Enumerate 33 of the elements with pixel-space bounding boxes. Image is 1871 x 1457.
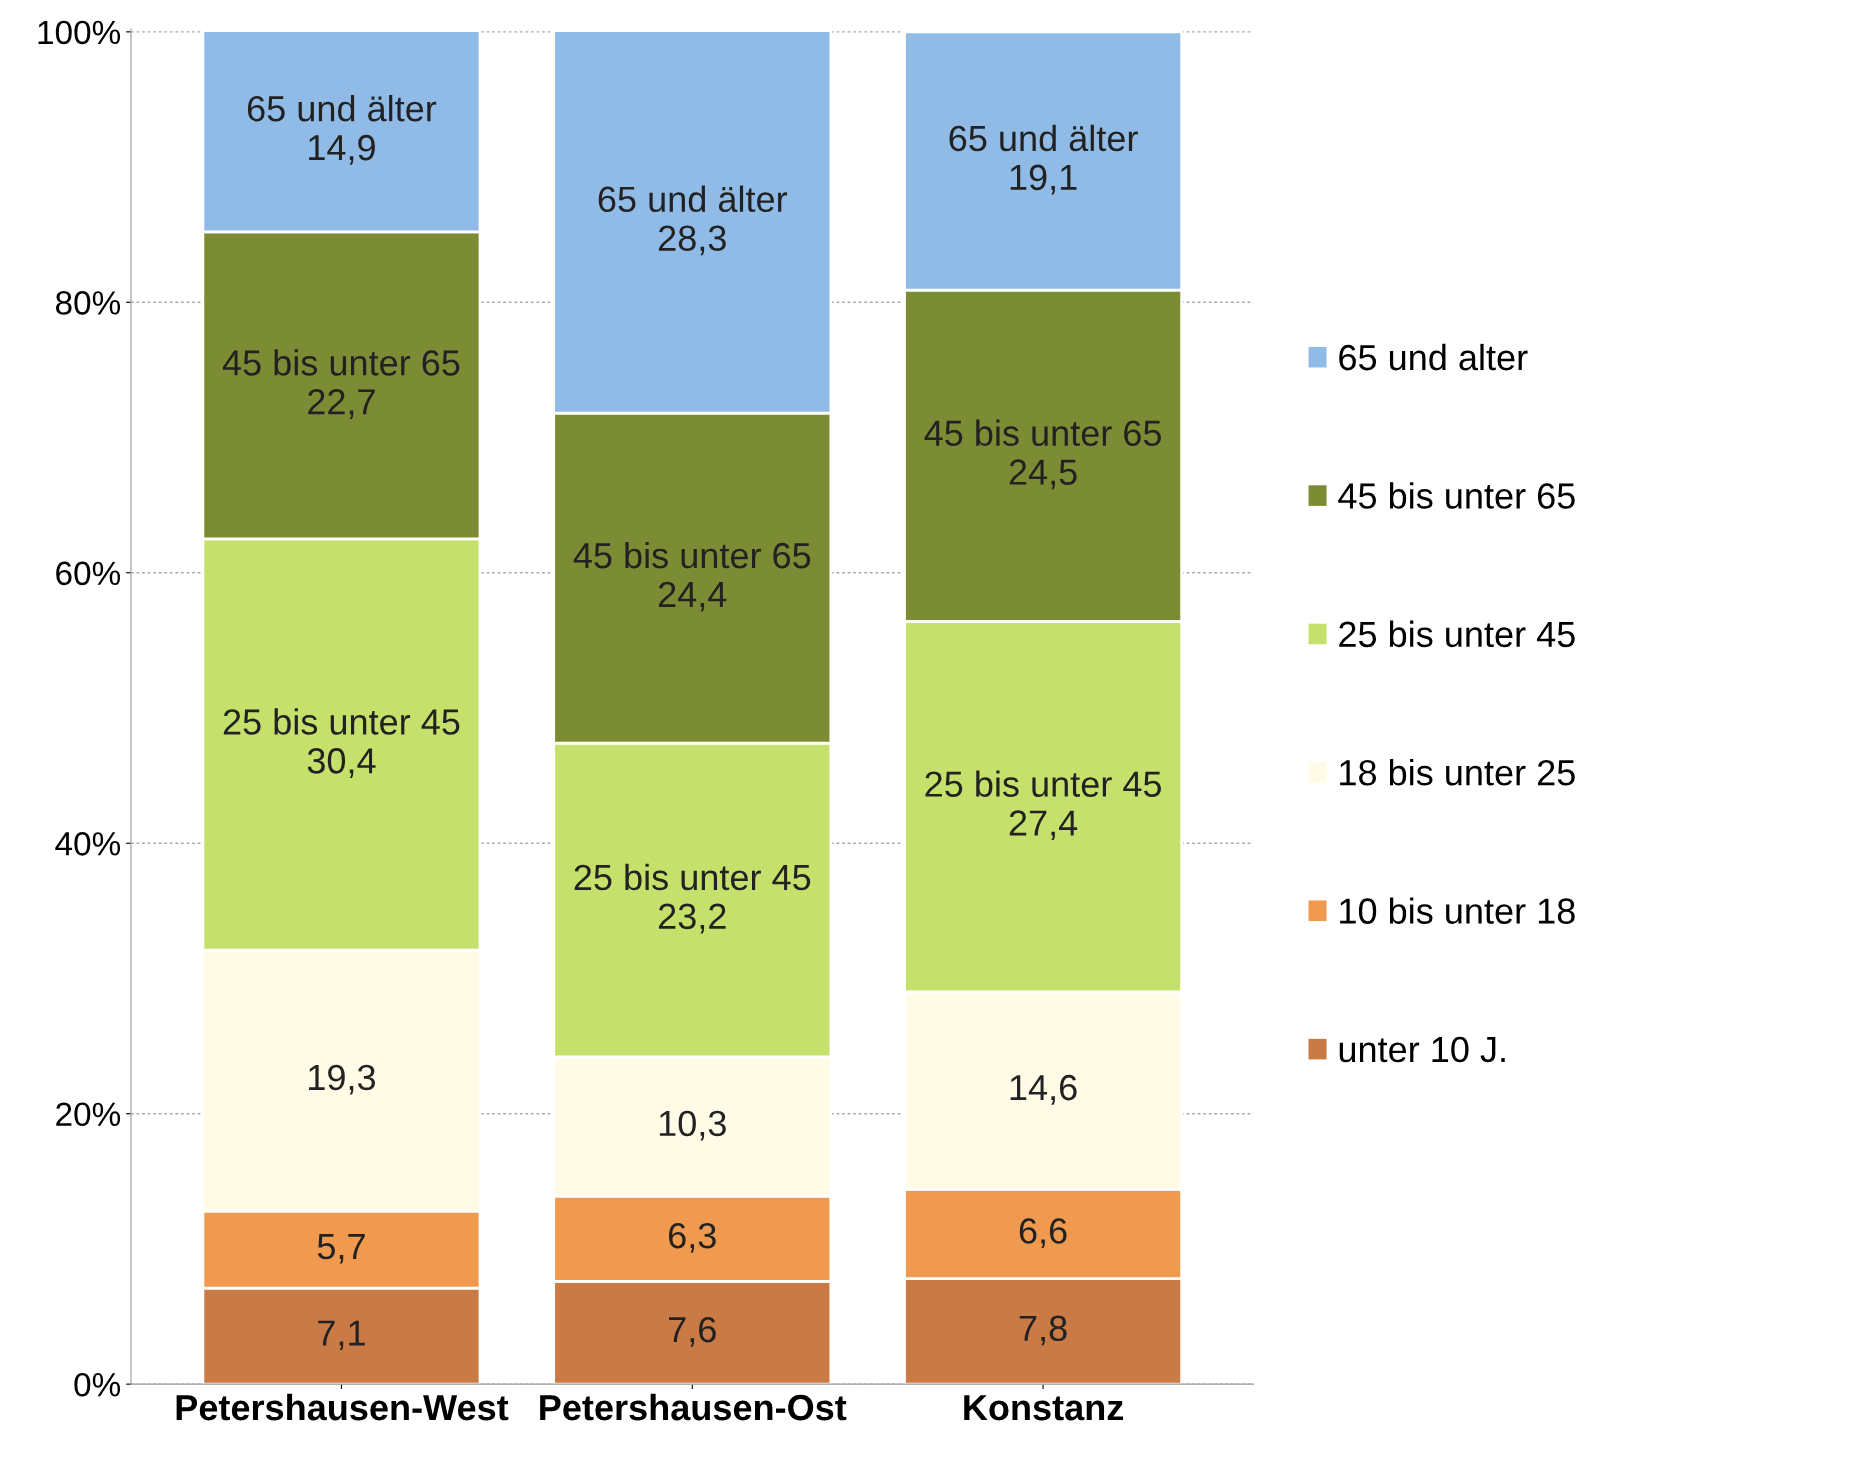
data-label: 10,3 xyxy=(659,1110,726,1141)
data-label: 19,3 xyxy=(309,1064,376,1095)
legend-label: 10 bis unter 18 xyxy=(1340,897,1575,924)
data-label: 45 bis unter 65 24,4 xyxy=(573,541,811,612)
legend-label: 45 bis unter 65 xyxy=(1338,482,1575,509)
data-label: 65 und älter 14,9 xyxy=(247,94,437,165)
data-label: 6,3 xyxy=(669,1222,716,1253)
data-label: 65 und älter 19,1 xyxy=(949,124,1138,195)
data-label: 7,1 xyxy=(318,1320,365,1351)
legend-label: unter 10 J. xyxy=(1339,1036,1505,1063)
data-label: 7,8 xyxy=(1019,1315,1067,1346)
x-tick-label: Konstanz xyxy=(964,1395,1124,1421)
data-label: 5,7 xyxy=(317,1234,365,1264)
y-tick-label: 80% xyxy=(55,291,121,315)
y-tick-label: 60% xyxy=(56,561,121,586)
data-label: 6,6 xyxy=(1019,1218,1067,1248)
data-label: 7,6 xyxy=(669,1316,716,1347)
x-tick-label: Petershausen-West xyxy=(176,1393,509,1421)
data-label: 45 bis unter 65 24,5 xyxy=(924,419,1162,490)
data-label: 25 bis unter 45 23,2 xyxy=(574,863,811,934)
data-label: 14,6 xyxy=(1010,1074,1077,1105)
y-tick-label: 40% xyxy=(55,832,121,856)
legend-label: 25 bis unter 45 xyxy=(1339,620,1575,648)
y-tick-label: 20% xyxy=(56,1102,121,1127)
data-label: 25 bis unter 45 27,4 xyxy=(925,770,1162,841)
y-tick-label: 100% xyxy=(38,20,121,45)
legend-label: 18 bis unter 25 xyxy=(1340,759,1575,786)
legend-label: 65 und alter xyxy=(1339,343,1528,371)
data-label: 25 bis unter 45 30,4 xyxy=(223,708,460,778)
y-tick-label: 0% xyxy=(74,1372,121,1397)
x-tick-label: Petershausen-Ost xyxy=(540,1393,847,1421)
data-label: 45 bis unter 65 22,7 xyxy=(222,349,460,419)
data-label: 65 und älter 28,3 xyxy=(598,185,788,256)
